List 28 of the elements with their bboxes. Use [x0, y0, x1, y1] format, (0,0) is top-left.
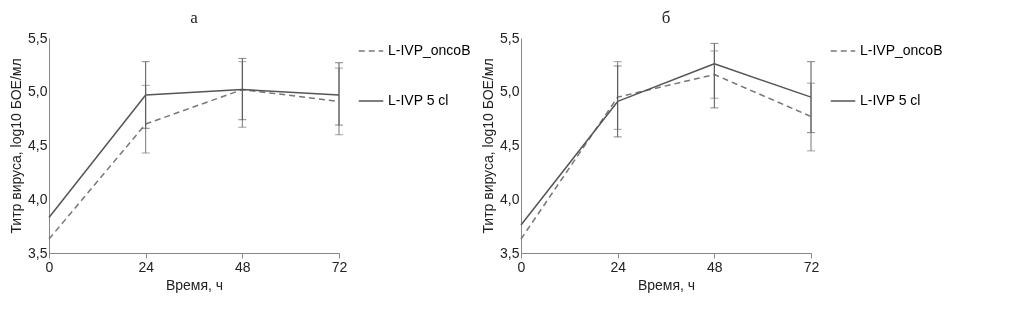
legend-label: L-IVP_oncoB — [860, 42, 943, 58]
y-tick-label: 4,0 — [28, 190, 48, 207]
x-tick-label: 24 — [610, 258, 627, 275]
legend-label: L-IVP 5 cl — [388, 92, 449, 108]
y-tick-label: 5,5 — [500, 29, 520, 46]
legend-label: L-IVP_oncoB — [388, 42, 471, 58]
y-tick-label: 4,0 — [500, 190, 520, 207]
x-tick-label: 0 — [45, 258, 54, 275]
y-axis-title: Титр вируса, log10 БОЕ/мл — [8, 58, 25, 234]
y-tick-label: 5,5 — [28, 29, 48, 46]
x-tick-label: 24 — [138, 258, 155, 275]
x-axis-title: Время, ч — [165, 276, 224, 293]
y-tick-label: 3,5 — [500, 244, 520, 261]
x-tick-label: 0 — [517, 258, 526, 275]
x-tick-label: 48 — [235, 258, 251, 275]
chart-title: б — [661, 8, 671, 27]
y-axis-title: Титр вируса, log10 БОЕ/мл — [480, 58, 497, 234]
chart-title: а — [190, 8, 199, 27]
x-tick-label: 48 — [707, 258, 723, 275]
y-tick-label: 3,5 — [28, 244, 48, 261]
x-tick-label: 72 — [331, 258, 348, 275]
y-tick-label: 5,0 — [28, 83, 48, 100]
x-tick-label: 72 — [803, 258, 820, 275]
y-tick-label: 4,5 — [28, 137, 48, 153]
y-tick-label: 4,5 — [500, 137, 520, 153]
y-tick-label: 5,0 — [500, 83, 520, 100]
x-axis-title: Время, ч — [637, 276, 696, 293]
legend-label: L-IVP 5 cl — [860, 92, 921, 108]
